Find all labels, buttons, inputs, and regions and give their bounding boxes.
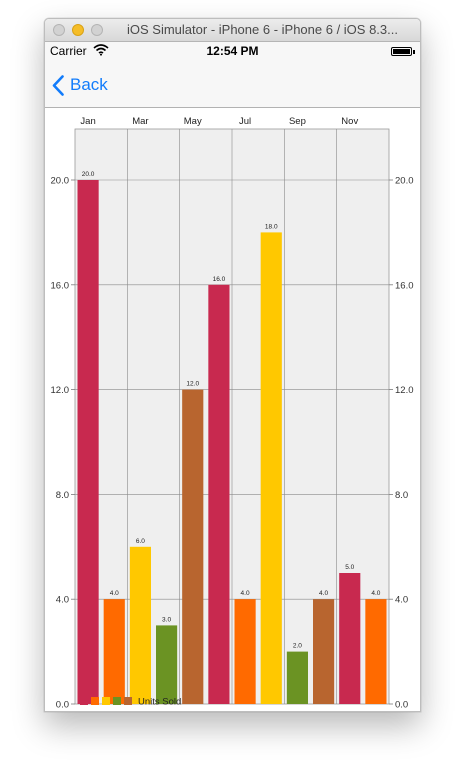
legend-swatch <box>102 697 110 705</box>
y-tick-label-right: 20.0 <box>395 176 414 187</box>
bar-value-label: 2.0 <box>293 643 302 650</box>
legend-label: Units Sold <box>138 697 181 708</box>
legend-swatch <box>80 697 88 705</box>
minimize-window-button[interactable] <box>72 24 84 36</box>
bar <box>129 546 151 704</box>
y-tick-label-right: 0.0 <box>395 700 408 711</box>
y-tick-label-left: 4.0 <box>56 595 69 606</box>
y-tick-label-right: 4.0 <box>395 595 408 606</box>
y-tick-label-left: 0.0 <box>56 700 69 711</box>
close-window-button[interactable] <box>53 24 65 36</box>
y-tick-label-left: 16.0 <box>51 280 70 291</box>
bar <box>339 573 361 704</box>
y-tick-label-left: 12.0 <box>51 385 70 396</box>
y-tick-label-right: 16.0 <box>395 280 414 291</box>
x-tick-label: Jan <box>80 116 95 127</box>
x-tick-label: Jul <box>239 116 251 127</box>
bar-value-label: 4.0 <box>319 590 328 597</box>
legend-swatch <box>91 697 99 705</box>
bar-value-label: 20.0 <box>82 171 95 178</box>
bar-value-label: 18.0 <box>265 223 278 230</box>
bar-value-label: 12.0 <box>186 381 199 388</box>
bar <box>103 599 125 704</box>
bar-value-label: 16.0 <box>213 276 226 283</box>
status-bar: Carrier 12:54 PM <box>45 42 420 61</box>
bar-value-label: 6.0 <box>136 538 145 545</box>
window-title: iOS Simulator - iPhone 6 - iPhone 6 / iO… <box>127 22 398 37</box>
back-button[interactable]: Back <box>52 73 108 97</box>
x-tick-label: Mar <box>132 116 148 127</box>
y-tick-label-right: 8.0 <box>395 490 408 501</box>
bar <box>182 389 204 704</box>
bar <box>208 284 230 704</box>
battery-icon <box>391 47 412 56</box>
bar <box>234 599 256 704</box>
bar <box>156 625 178 704</box>
bar-value-label: 4.0 <box>241 590 250 597</box>
bar-value-label: 3.0 <box>162 616 171 623</box>
y-tick-label-right: 12.0 <box>395 385 414 396</box>
bar <box>365 599 387 704</box>
bar <box>77 180 99 704</box>
x-tick-label: Nov <box>341 116 358 127</box>
zoom-window-button[interactable] <box>91 24 103 36</box>
carrier-label: Carrier <box>50 44 87 58</box>
navigation-bar: Back <box>45 61 420 108</box>
chevron-left-icon <box>52 74 64 96</box>
bar <box>286 651 308 704</box>
x-tick-label: May <box>184 116 202 127</box>
bar <box>313 599 335 704</box>
legend-swatch <box>124 697 132 705</box>
simulator-window: iOS Simulator - iPhone 6 - iPhone 6 / iO… <box>44 18 421 712</box>
wifi-icon <box>93 43 109 59</box>
back-label: Back <box>70 75 108 94</box>
bar <box>260 232 282 704</box>
bar-value-label: 4.0 <box>371 590 380 597</box>
legend-swatch <box>113 697 121 705</box>
window-titlebar: iOS Simulator - iPhone 6 - iPhone 6 / iO… <box>45 19 420 42</box>
bar-value-label: 5.0 <box>345 564 354 571</box>
clock: 12:54 PM <box>206 44 259 58</box>
bar-chart: 0.0 0.0 4.0 4.0 8.0 8.0 12.0 12.0 16.0 16.0 20.0 20… <box>51 116 414 711</box>
y-tick-label-left: 8.0 <box>56 490 69 501</box>
x-tick-label: Sep <box>289 116 306 127</box>
battery-tip <box>413 50 415 54</box>
chart-area: 0.0 0.0 4.0 4.0 8.0 8.0 12.0 12.0 16.0 16.0 20.0 20… <box>45 108 420 711</box>
y-tick-label-left: 20.0 <box>51 176 70 187</box>
bar-value-label: 4.0 <box>110 590 119 597</box>
